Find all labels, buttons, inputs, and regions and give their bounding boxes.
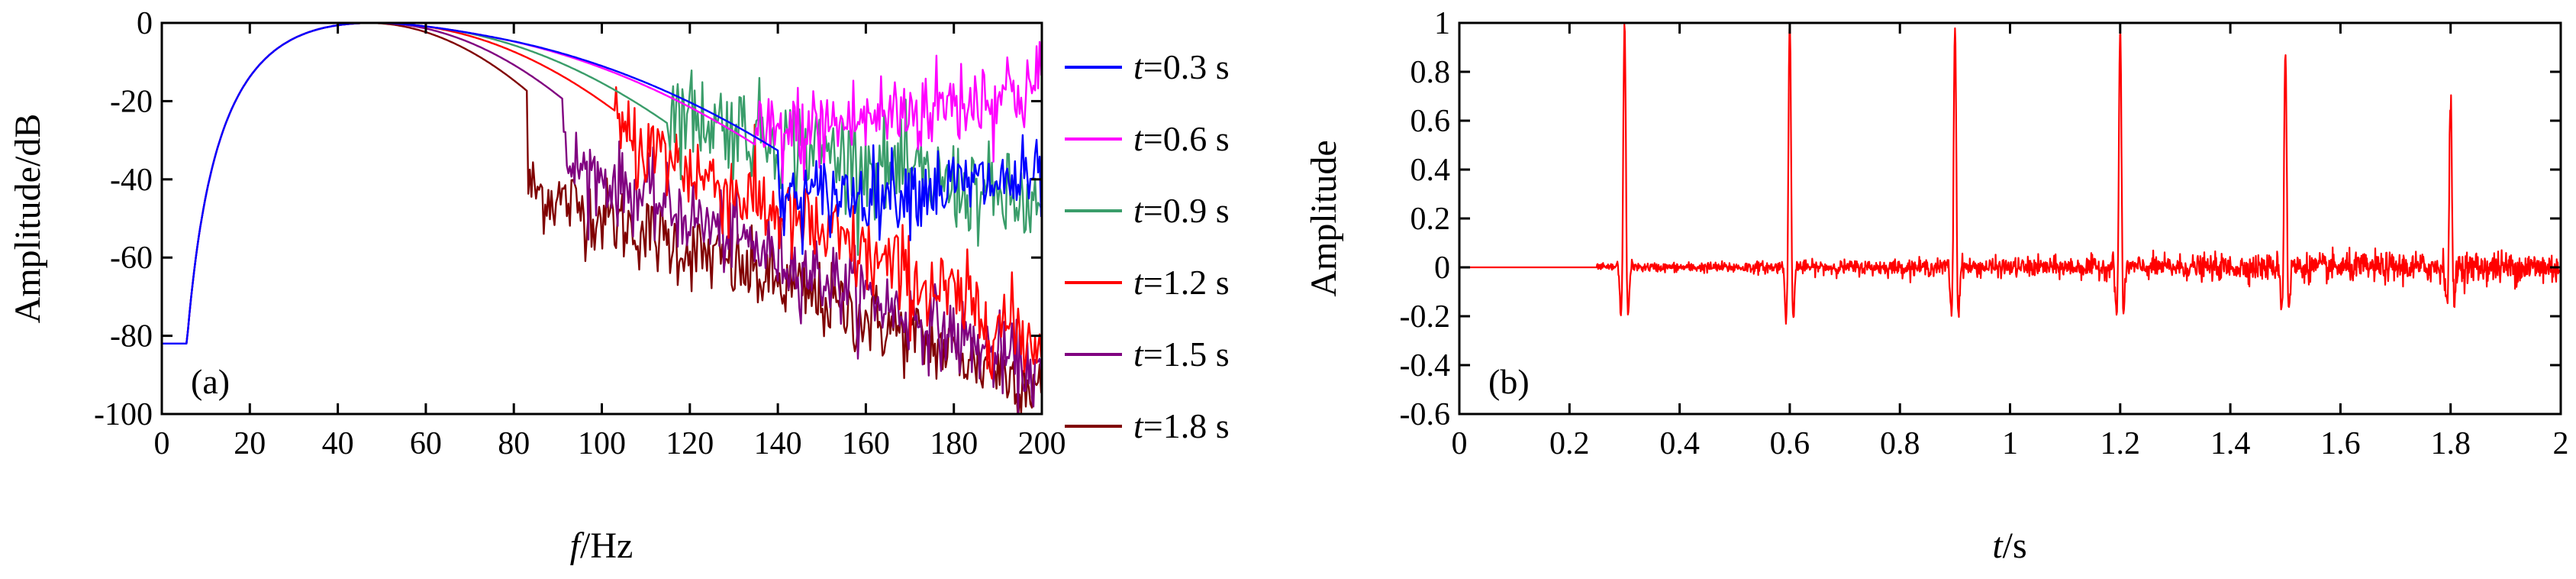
- panel-b-xtick-label: 0: [1452, 426, 1468, 461]
- panel-a-ytick-label: -20: [110, 84, 153, 119]
- panel-b-waveform: 0 0.2 0.4 0.6 0.8 1 1.2 1.4 1.6 1.8 2 1 0.8 0.6 0.4 0.2…: [1304, 6, 2569, 566]
- panel-b-ytick-label: -0.4: [1400, 348, 1451, 383]
- panel-a-ytick-label: -40: [110, 163, 153, 198]
- panel-b-xtick-label: 2: [2553, 426, 2569, 461]
- panel-b-ytick-label: 0.6: [1411, 104, 1451, 139]
- panel-b-ytick-label: 0.8: [1411, 55, 1451, 90]
- panel-b-xtick-label: 0.2: [1549, 426, 1590, 461]
- panel-b-frame: [1458, 21, 2562, 416]
- panel-a-xlabel: f/Hz: [570, 526, 634, 566]
- panel-b-label: (b): [1488, 362, 1530, 401]
- panel-a-label: (a): [191, 362, 230, 401]
- panel-b-xtick-label: 0.4: [1659, 426, 1700, 461]
- panel-a-ytick-label: -80: [110, 319, 153, 354]
- panel-a-ylabel: Amplitude/dB: [8, 114, 48, 324]
- panel-b-ytick-label: 0.2: [1411, 202, 1451, 237]
- legend-entry: t=1.8 s: [1133, 406, 1230, 445]
- panel-b-ytick-label: -0.2: [1400, 299, 1451, 335]
- panel-b-ytick-label: 1: [1434, 6, 1450, 41]
- legend-entry: t=0.3 s: [1133, 47, 1230, 86]
- panel-a-xtick-label: 20: [234, 426, 266, 461]
- legend-entry: t=1.5 s: [1133, 335, 1230, 374]
- panel-b-ytick-label: 0: [1434, 251, 1450, 286]
- panel-a-ytick-label: -60: [110, 241, 153, 276]
- panel-a-ytick-label: -100: [94, 397, 153, 432]
- legend-entry: t=0.9 s: [1133, 191, 1230, 230]
- panel-b-xtick-label: 1.4: [2210, 426, 2251, 461]
- panel-a-xtick-label: 140: [754, 426, 802, 461]
- legend-entry: t=0.6 s: [1133, 119, 1230, 158]
- panel-a-xtick-label: 160: [842, 426, 890, 461]
- panel-a-xtick-label: 200: [1018, 426, 1066, 461]
- panel-b-xtick-label: 1.6: [2320, 426, 2361, 461]
- panel-a-spectrum: 0 20 40 60 80 100 120 140 160 180 200 0 -20 -40 -60 -80…: [8, 6, 1230, 566]
- panel-a-xtick-label: 80: [498, 426, 530, 461]
- panel-a-xtick-label: 120: [666, 426, 714, 461]
- panel-a-xtick-label: 180: [930, 426, 978, 461]
- panel-b-xtick-label: 1.8: [2430, 426, 2471, 461]
- panel-a-ytick-label: 0: [137, 6, 153, 41]
- panel-b-ytick-label: -0.6: [1400, 397, 1451, 432]
- panel-a-plot-area: [162, 23, 1042, 414]
- panel-a-ticks: 0 20 40 60 80 100 120 140 160 180 200 0 -20 -40 -60 -80…: [94, 6, 1066, 461]
- panel-b-ticks: 0 0.2 0.4 0.6 0.8 1 1.2 1.4 1.6 1.8 2 1 0.8 0.6 0.4 0.2…: [1400, 6, 2569, 461]
- panel-b-xtick-label: 1: [2002, 426, 2018, 461]
- panel-b-xlabel: t/s: [1992, 526, 2026, 566]
- panel-b-xtick-label: 0.6: [1770, 426, 1810, 461]
- panel-a-xtick-label: 100: [578, 426, 626, 461]
- legend-entry: t=1.2 s: [1133, 263, 1230, 302]
- panel-a-series-line: [162, 23, 1042, 344]
- panel-b-ylabel: Amplitude: [1304, 140, 1344, 296]
- panel-b-plot-area: [1459, 23, 2561, 325]
- panel-b-series-line: [1459, 23, 2561, 325]
- panel-b-xtick-label: 0.8: [1880, 426, 1920, 461]
- panel-b-ytick-label: 0.4: [1411, 153, 1451, 188]
- panel-b-xtick-label: 1.2: [2100, 426, 2141, 461]
- panel-a-xtick-label: 40: [322, 426, 354, 461]
- panel-a-xtick-label: 60: [410, 426, 442, 461]
- panel-a-legend: t=0.3 s t=0.6 s t=0.9 s t=1.2 s t=1.5 s t=1.8…: [1065, 47, 1230, 445]
- panel-a-xtick-label: 0: [154, 426, 170, 461]
